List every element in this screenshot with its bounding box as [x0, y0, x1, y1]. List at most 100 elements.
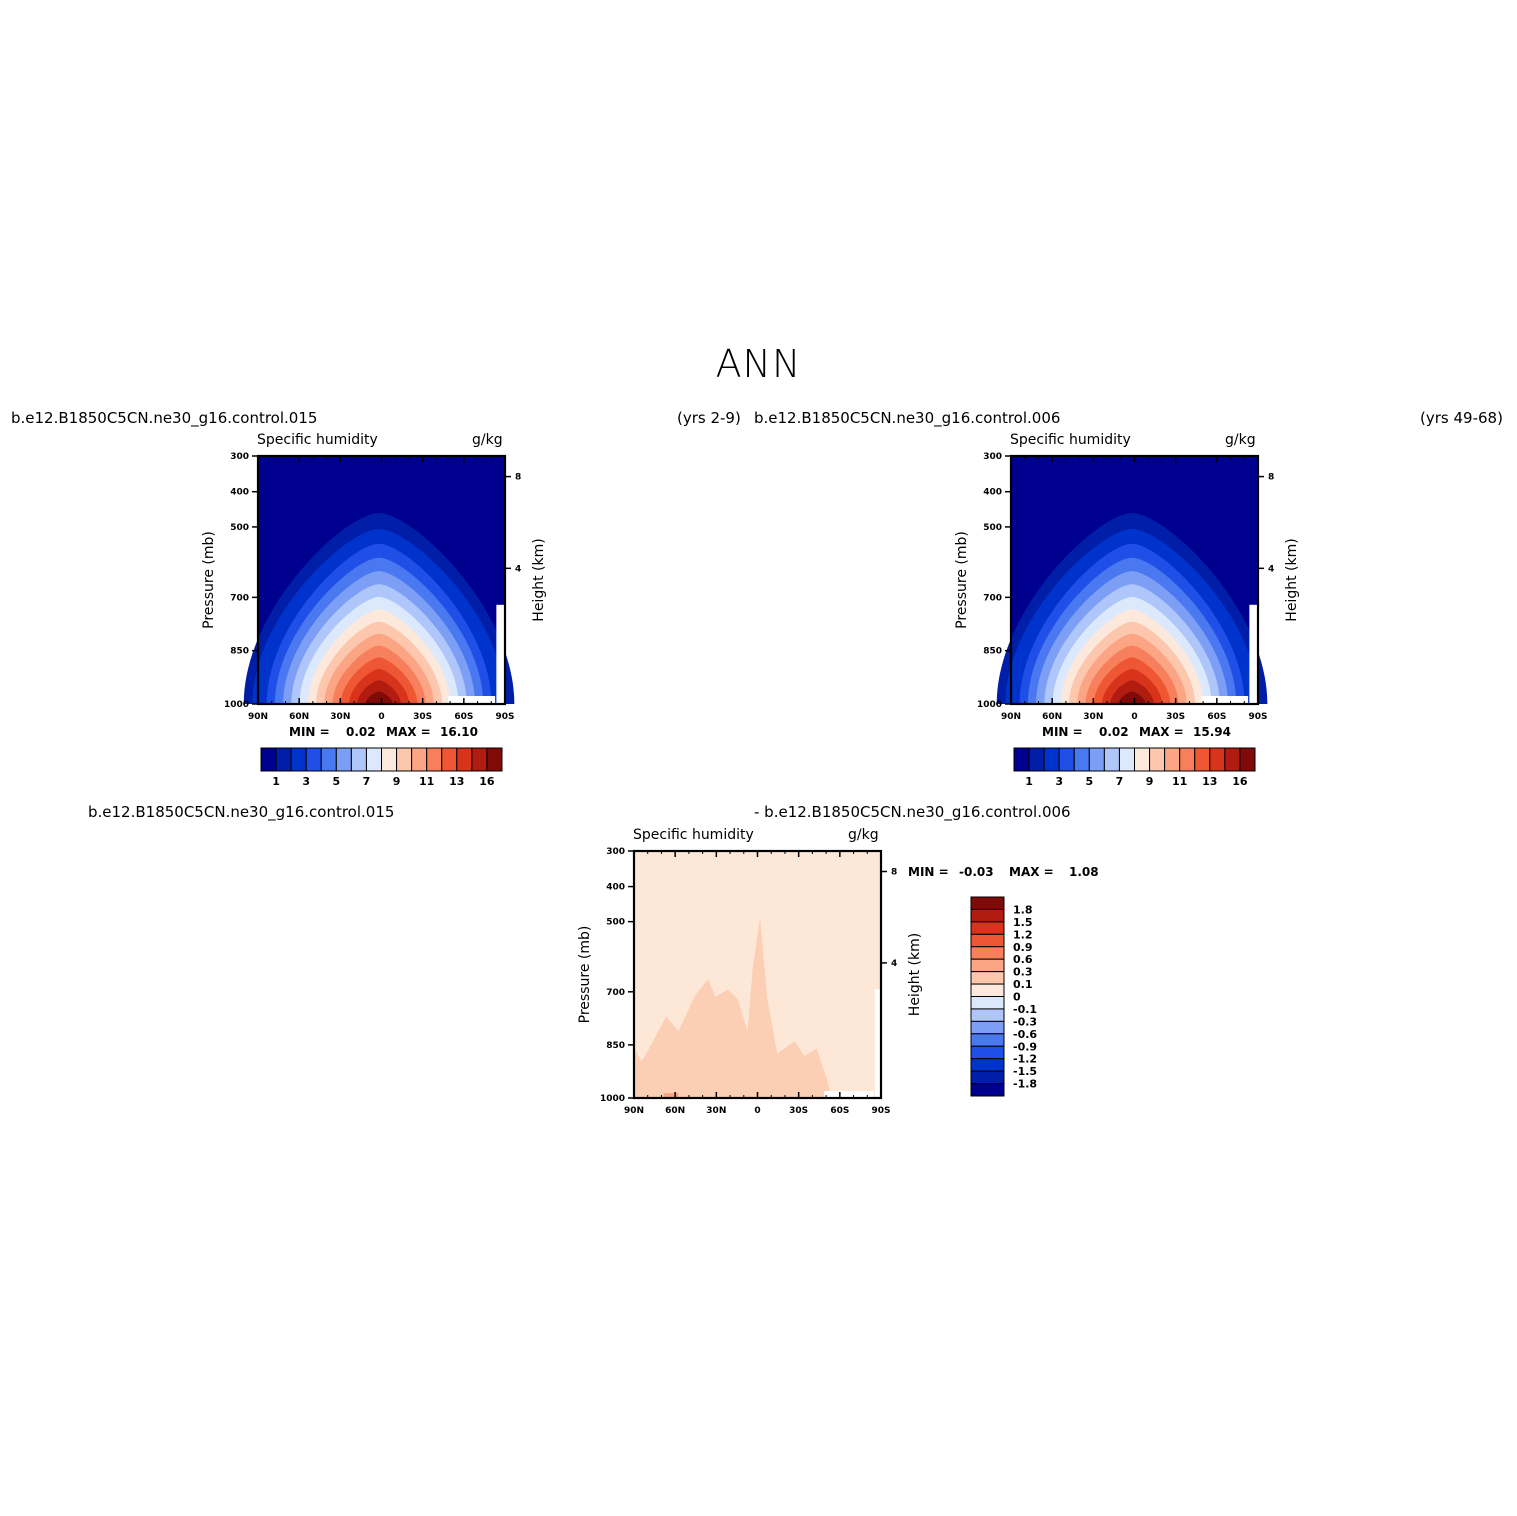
colorbar-label: 16 — [479, 775, 495, 788]
colorbar-box — [970, 1045, 1005, 1060]
colorbar-label: 1.8 — [1013, 903, 1033, 916]
y2-tick-label: 4 — [515, 564, 521, 574]
x-tick-label: 60N — [289, 712, 309, 722]
panel1-min-value: 0.02 — [346, 725, 376, 739]
colorbar-box — [970, 1008, 1005, 1022]
y-tick-label: 700 — [606, 988, 625, 998]
colorbar-box — [970, 1033, 1005, 1047]
y-tick-label: 500 — [983, 523, 1002, 533]
panel3-max-value: 1.08 — [1069, 865, 1099, 879]
contour-level — [1118, 691, 1146, 704]
colorbar-label: 0.9 — [1013, 941, 1033, 954]
y-tick-label: 400 — [606, 883, 625, 893]
y2-tick-label: 4 — [1268, 564, 1274, 574]
panel3-max-label: MAX = — [1009, 865, 1054, 879]
missing-data-edge — [496, 604, 505, 704]
y-tick-label: 1000 — [224, 700, 249, 710]
panel2-colorbar: 1 3 5 7 9 11 13 16 — [1013, 747, 1256, 788]
colorbar-label: 9 — [1146, 775, 1154, 788]
y2-axis-title: Height (km) — [907, 933, 923, 1016]
colorbar-label: 5 — [1085, 775, 1093, 788]
years-top-left: (yrs 2-9) — [677, 409, 741, 427]
colorbar-label: 0.1 — [1013, 978, 1033, 991]
y-tick-label: 1000 — [600, 1094, 625, 1104]
x-tick-label: 90S — [495, 712, 514, 722]
contour-level — [365, 691, 393, 704]
x-tick-label: 0 — [378, 712, 384, 722]
colorbar-label: 9 — [393, 775, 401, 788]
colorbar-label: 7 — [363, 775, 371, 788]
y-tick-label: 400 — [230, 488, 249, 498]
colorbar-label: 0.3 — [1013, 966, 1033, 979]
colorbar-label: 1 — [1025, 775, 1033, 788]
case-title-top-left: b.e12.B1850C5CN.ne30_g16.control.015 — [11, 409, 318, 427]
y2-tick-label: 8 — [1268, 473, 1274, 483]
panel1-axes: 90N 60N 30N 0 30S 60S 90S 300 400 500 700 850 1000 8 4… — [201, 452, 547, 722]
colorbar-box — [411, 747, 428, 772]
x-tick-label: 30N — [330, 712, 350, 722]
colorbar-label: 7 — [1116, 775, 1124, 788]
colorbar-box — [381, 747, 398, 772]
y-tick-label: 400 — [983, 488, 1002, 498]
colorbar-box — [396, 747, 413, 772]
x-tick-label: 90S — [1248, 712, 1267, 722]
x-tick-label: 60N — [665, 1106, 685, 1116]
panel1-max-value: 16.10 — [440, 725, 478, 739]
panel2-field — [996, 456, 1268, 704]
x-tick-label: 90N — [248, 712, 268, 722]
colorbar-label: 13 — [449, 775, 464, 788]
panel3-colorbar: 1.81.51.20.90.60.30.10-0.1-0.3-0.6-0.9-1… — [970, 896, 1037, 1097]
panel3-axes: 90N 60N 30N 0 30S 60S 90S 300 400 500 700 850 1000 8 4… — [577, 847, 923, 1116]
y2-tick-label: 8 — [515, 473, 521, 483]
contour-level-high — [663, 1093, 679, 1098]
panel2-axes: 90N 60N 30N 0 30S 60S 90S 300 400 500 700 850 1000 8 4… — [954, 452, 1300, 722]
colorbar-box — [970, 896, 1005, 910]
colorbar-box — [1013, 747, 1030, 772]
colorbar-box — [1209, 747, 1226, 772]
x-tick-label: 90N — [624, 1106, 644, 1116]
y-axis-title: Pressure (mb) — [201, 531, 217, 629]
colorbar-box — [1043, 747, 1060, 772]
y-tick-label: 500 — [606, 918, 625, 928]
x-tick-label: 90N — [1001, 712, 1021, 722]
panel2-max-value: 15.94 — [1193, 725, 1231, 739]
panel3-units: g/kg — [848, 827, 879, 843]
colorbar-box — [1179, 747, 1196, 772]
main-title: ANN — [715, 342, 802, 386]
colorbar-box — [970, 1020, 1005, 1035]
x-tick-label: 30N — [706, 1106, 726, 1116]
y-tick-label: 300 — [983, 452, 1002, 462]
colorbar-label: 3 — [302, 775, 310, 788]
colorbar-box — [970, 1083, 1005, 1097]
colorbar-label: -0.1 — [1013, 1003, 1037, 1016]
panel3-field — [634, 851, 881, 1098]
x-tick-label: 30N — [1083, 712, 1103, 722]
colorbar-label: 1.5 — [1013, 916, 1033, 929]
colorbar-box — [275, 747, 292, 772]
colorbar-box — [1239, 747, 1256, 772]
panel1-units: g/kg — [472, 432, 503, 448]
panel1-colorbar: 1 3 5 7 9 11 13 16 — [260, 747, 503, 788]
panel1-min-label: MIN = — [289, 725, 330, 739]
colorbar-label: 16 — [1232, 775, 1248, 788]
colorbar-box — [471, 747, 488, 772]
colorbar-box — [1028, 747, 1045, 772]
panel1-title: Specific humidity — [257, 432, 378, 448]
colorbar-box — [1073, 747, 1090, 772]
colorbar-box — [970, 933, 1005, 948]
panel2-units: g/kg — [1225, 432, 1256, 448]
x-tick-label: 0 — [1131, 712, 1137, 722]
y-axis-title: Pressure (mb) — [577, 926, 593, 1024]
colorbar-label: -0.9 — [1013, 1040, 1037, 1053]
x-tick-label: 30S — [1166, 712, 1185, 722]
colorbar-box — [1149, 747, 1166, 772]
colorbar-box — [1134, 747, 1151, 772]
x-tick-label: 90S — [871, 1106, 890, 1116]
colorbar-box — [441, 747, 458, 772]
diff-title-left: b.e12.B1850C5CN.ne30_g16.control.015 — [88, 803, 395, 821]
colorbar-box — [1164, 747, 1181, 772]
x-tick-label: 0 — [754, 1106, 760, 1116]
missing-data-region — [448, 696, 496, 704]
colorbar-box — [1103, 747, 1120, 772]
y-tick-label: 500 — [230, 523, 249, 533]
